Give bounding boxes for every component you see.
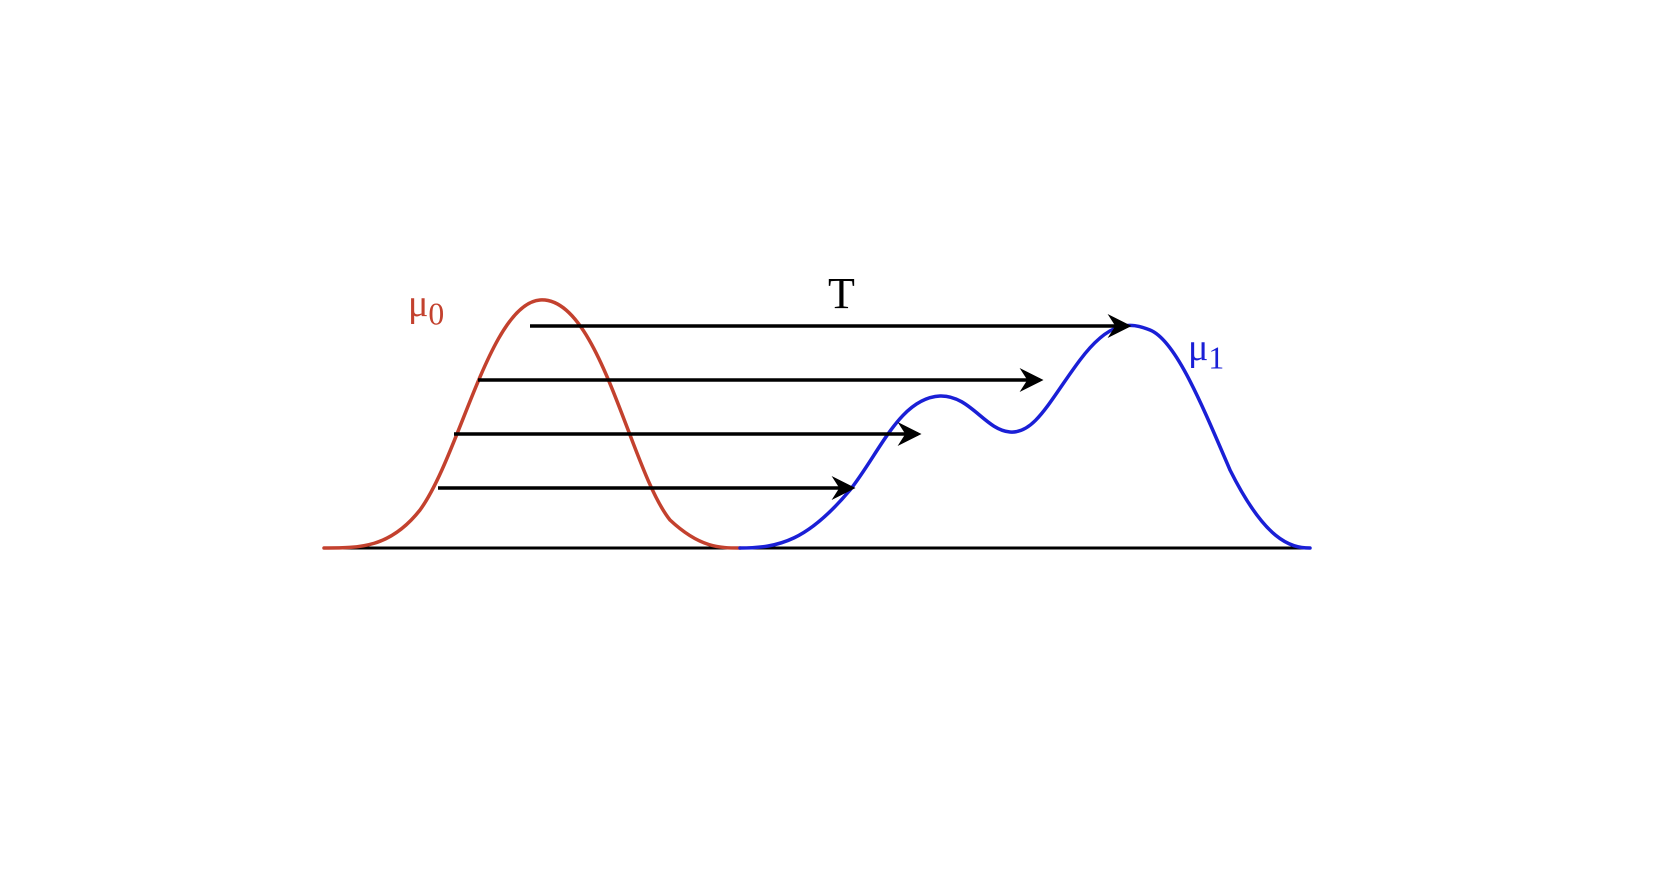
label-transport: T [828,268,855,319]
figure-svg [0,0,1666,890]
label-mu1-main: μ [1188,327,1208,369]
label-mu1-sub: 1 [1208,341,1224,376]
curve-mu0 [324,300,740,548]
label-mu0-main: μ [408,283,428,325]
curve-mu1 [740,325,1310,548]
figure-canvas: μ0 μ1 T [0,0,1666,890]
label-mu0-sub: 0 [428,297,444,332]
label-mu1: μ1 [1188,326,1224,377]
label-transport-text: T [828,269,855,318]
label-mu0: μ0 [408,282,444,333]
